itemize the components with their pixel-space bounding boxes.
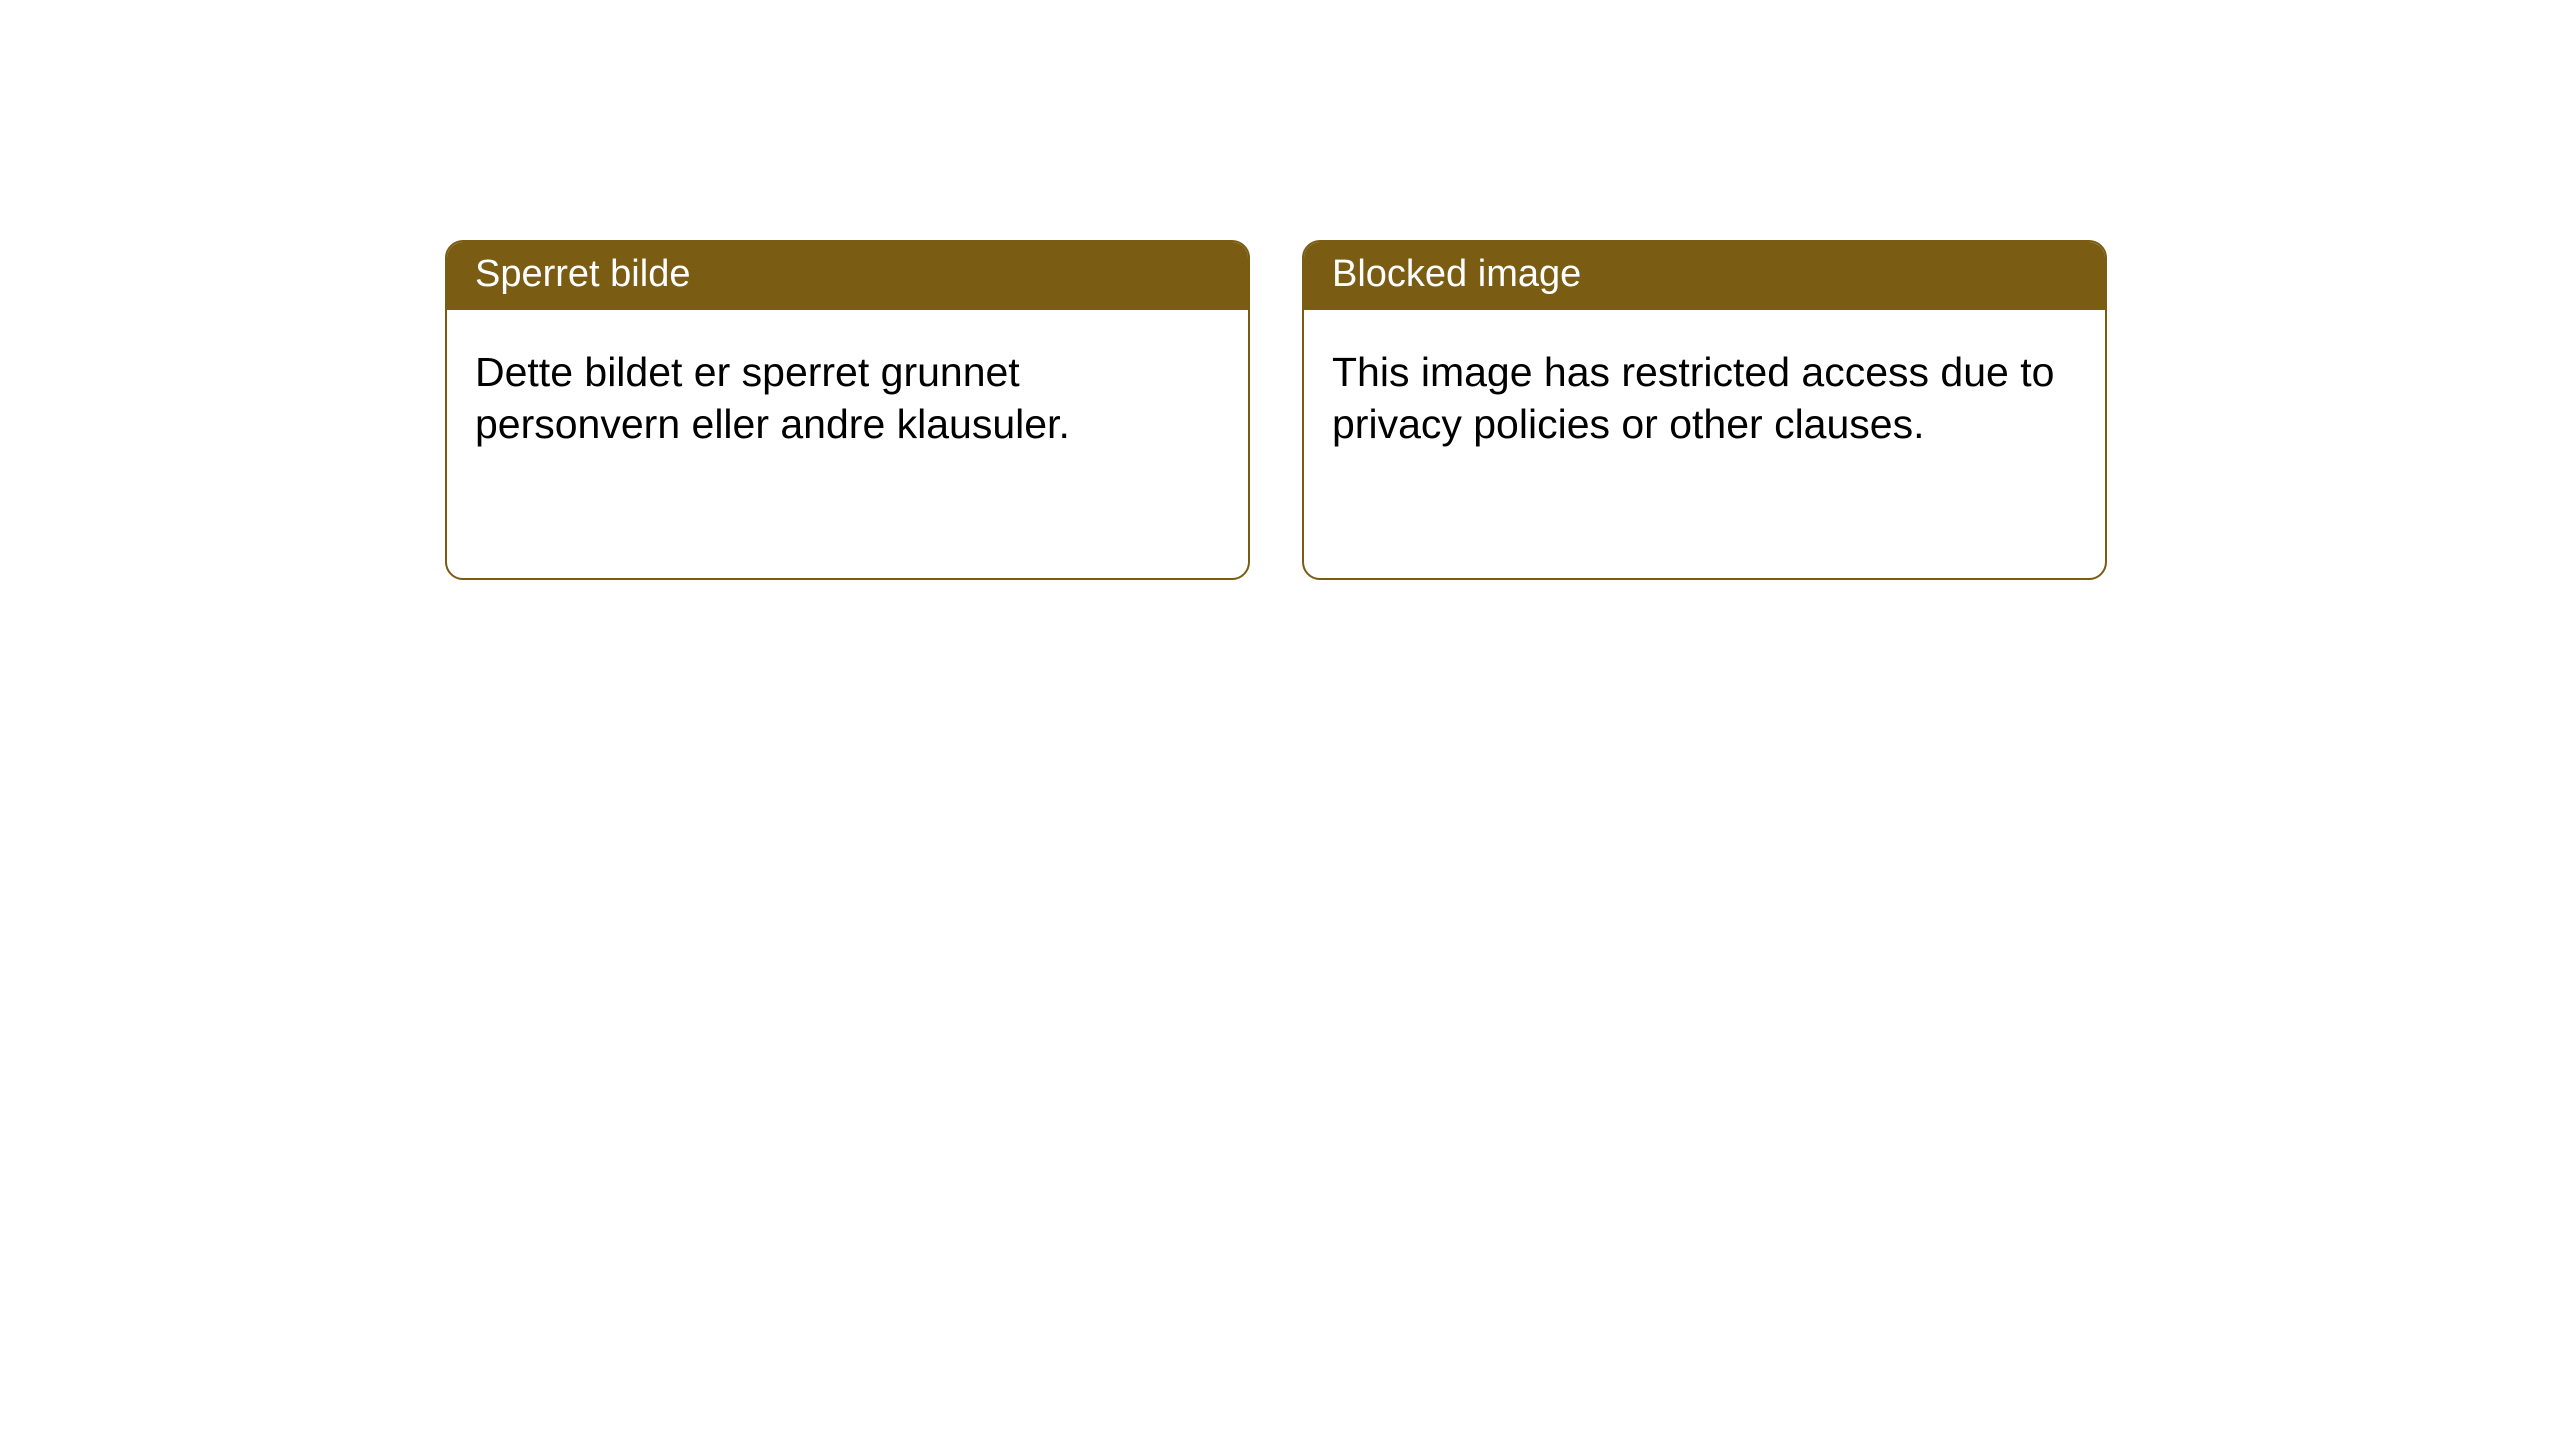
- notice-cards-container: Sperret bilde Dette bildet er sperret gr…: [0, 0, 2560, 580]
- notice-card-body: Dette bildet er sperret grunnet personve…: [447, 310, 1248, 479]
- notice-card-norwegian: Sperret bilde Dette bildet er sperret gr…: [445, 240, 1250, 580]
- notice-card-header: Sperret bilde: [447, 242, 1248, 310]
- notice-card-english: Blocked image This image has restricted …: [1302, 240, 2107, 580]
- notice-card-header: Blocked image: [1304, 242, 2105, 310]
- notice-card-body: This image has restricted access due to …: [1304, 310, 2105, 479]
